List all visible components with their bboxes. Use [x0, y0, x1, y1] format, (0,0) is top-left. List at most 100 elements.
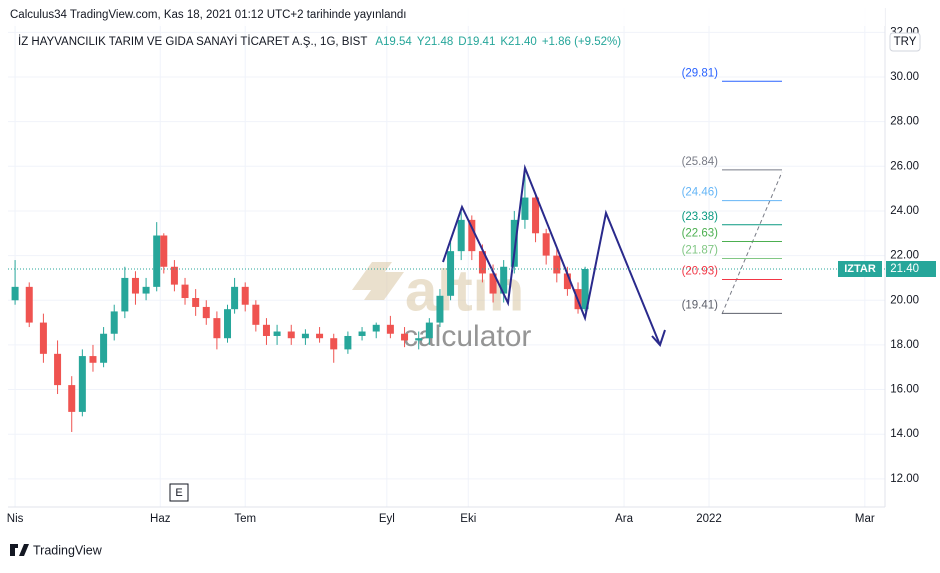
candle-body — [121, 277, 129, 312]
event-marker: E — [175, 487, 182, 499]
y-tick-label: 22.00 — [890, 250, 919, 262]
ohlc-value: +1.86 (+9.52%) — [542, 36, 621, 48]
candle-body — [542, 233, 550, 256]
y-tick-label: 30.00 — [890, 71, 919, 83]
candle-body — [54, 353, 62, 386]
x-tick-label: Eki — [460, 513, 476, 525]
candle-body — [39, 322, 47, 354]
y-tick-label: 18.00 — [890, 339, 919, 351]
x-tick-label: Ara — [615, 513, 634, 525]
grid — [8, 8, 885, 507]
candle-body — [110, 311, 118, 334]
ohlc-value: D19.41 — [458, 36, 495, 48]
candle-body — [447, 251, 455, 296]
ohlc-value: Y21.48 — [417, 36, 453, 48]
candle-body — [415, 338, 423, 341]
fib-level-label: (19.41) — [682, 299, 719, 311]
candle-body — [468, 219, 476, 252]
candle-body — [489, 273, 497, 294]
axes: 12.00 14.00 16.00 18.00 20.00 22.00 24.00 26.00… — [7, 26, 919, 525]
candle-body — [131, 277, 139, 294]
candle-body — [330, 338, 338, 350]
fib-level-label: (25.84) — [682, 156, 719, 168]
candle-body — [224, 309, 232, 339]
y-tick-label: 28.00 — [890, 116, 919, 128]
y-tick-label: 20.00 — [890, 294, 919, 306]
y-tick-label: 24.00 — [890, 205, 919, 217]
candle-body — [553, 255, 561, 274]
candle-body — [202, 306, 210, 319]
candle-body — [273, 331, 281, 336]
fib-level-label: (21.87) — [682, 245, 719, 257]
fib-level-label: (23.38) — [682, 211, 719, 223]
x-tick-label: Tem — [234, 513, 256, 525]
y-tick-label: 12.00 — [890, 473, 919, 485]
ohlc-value: A19.54 — [375, 36, 412, 48]
fib-levels: (29.81) (25.84) (24.46) (23.38) (22.63) (21.8… — [682, 67, 782, 314]
candle-body — [100, 333, 108, 363]
candle-body — [372, 324, 380, 332]
ohlc-value: K21.40 — [500, 36, 536, 48]
candle-body — [563, 273, 571, 290]
candle-body — [316, 333, 324, 339]
pattern-drawing — [442, 164, 661, 346]
candle-body — [241, 286, 249, 305]
brand-logo — [10, 544, 29, 556]
candle-body — [231, 286, 239, 310]
pattern-arrow — [651, 329, 666, 347]
header-bg — [0, 0, 885, 26]
candle-body — [386, 324, 394, 334]
candle-body — [89, 356, 97, 363]
published-note: Calculus34 TradingView.com, Kas 18, 2021… — [10, 9, 406, 21]
candle-body — [478, 251, 486, 274]
y-tick-label: 26.00 — [890, 160, 919, 172]
ticker-box — [838, 260, 882, 277]
watermark-sub: calculator — [403, 320, 531, 353]
candle-body — [11, 286, 19, 301]
candle-body — [425, 322, 433, 339]
fib-level-label: (29.81) — [682, 67, 719, 79]
candle-body — [68, 385, 76, 412]
y-tick-label: 16.00 — [890, 384, 919, 396]
candle-body — [213, 318, 221, 339]
ohlc-values: A19.54 Y21.48 D19.41 K21.40 +1.86 (+9.52%) — [375, 36, 621, 48]
x-tick-label: Eyl — [379, 513, 395, 525]
candle-body — [358, 331, 366, 336]
candle-body — [532, 197, 540, 234]
x-tick-label: 2022 — [696, 513, 722, 525]
currency-box[interactable] — [889, 32, 921, 52]
candle-body — [581, 268, 589, 310]
candle-body — [301, 333, 309, 339]
candle-body — [510, 219, 518, 267]
candle-body — [262, 324, 270, 336]
candle-body — [25, 286, 33, 323]
y-tick-label: 14.00 — [890, 428, 919, 440]
candle-body — [192, 298, 200, 307]
fib-level-label: (22.63) — [682, 228, 719, 240]
last-price-box — [886, 260, 936, 277]
x-tick-label: Nis — [7, 513, 24, 525]
fib-level-label: (20.93) — [682, 266, 719, 278]
brand: TradingView — [33, 543, 103, 557]
candle-body — [181, 284, 189, 299]
candle-body — [142, 286, 150, 294]
x-tick-label: Haz — [150, 513, 171, 525]
candle-body — [457, 219, 465, 252]
candle-body — [521, 197, 529, 220]
candle-body — [252, 304, 260, 325]
candle-body — [344, 335, 352, 350]
fib-level-label: (24.46) — [682, 187, 719, 199]
candle-body — [436, 295, 444, 323]
candle-body — [160, 235, 168, 267]
watermark-logo — [352, 262, 404, 300]
currency: TRY — [894, 36, 917, 48]
ticker: IZTAR — [844, 263, 876, 275]
candle-body — [287, 331, 295, 339]
candle-body — [153, 235, 161, 287]
last-price: 21.40 — [890, 263, 919, 275]
event-marker-box[interactable] — [169, 483, 189, 502]
candle-body — [78, 356, 86, 412]
x-tick-label: Mar — [855, 513, 875, 525]
